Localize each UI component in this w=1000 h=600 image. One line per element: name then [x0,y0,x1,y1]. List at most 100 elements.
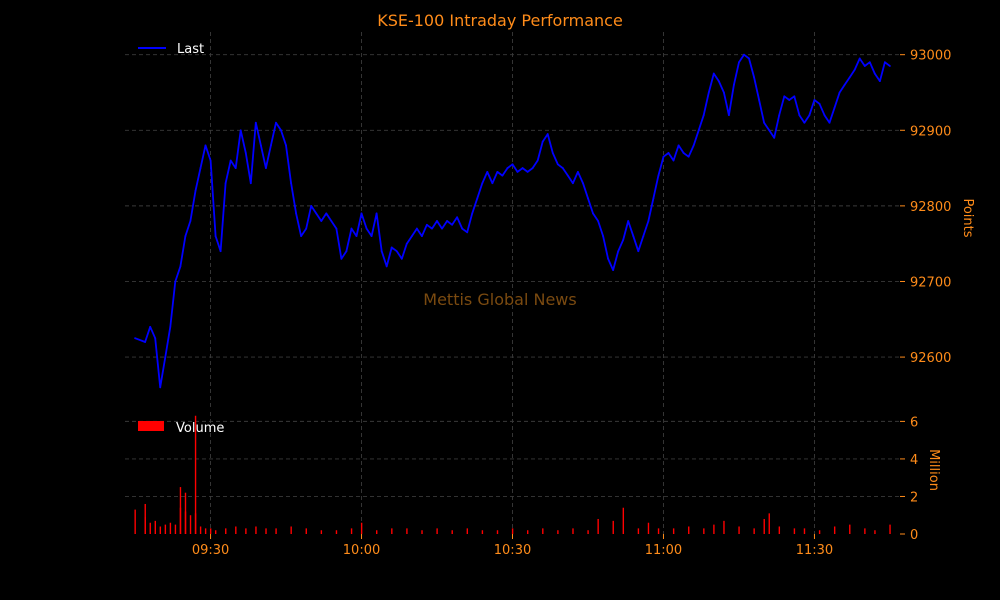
price-point [592,212,594,215]
price-point [405,242,408,245]
time-tick-label: 09:30 [192,543,229,558]
price-point [753,76,755,79]
price-point [491,182,494,185]
price-point [375,212,378,215]
volume-bar [542,528,544,534]
price-point [295,212,298,215]
price-point [169,325,172,328]
volume-bar [265,528,267,534]
price-point [249,182,252,185]
volume-bar [587,530,589,534]
volume-bar [768,513,770,534]
price-point [486,170,489,173]
price-point [159,386,162,389]
price-point [561,167,564,169]
price-point [672,159,675,162]
price-point [194,189,197,192]
price-point [697,129,700,132]
price-point [707,91,710,94]
price-point [838,91,841,94]
price-point [421,235,423,238]
price-point [682,152,685,154]
price-point [154,337,157,340]
price-point [395,250,398,253]
price-point [571,182,574,185]
price-point [833,106,836,109]
price-point [441,227,443,230]
volume-bar [194,415,197,534]
volume-bar [481,530,484,534]
volume-bar [713,524,715,534]
price-point [582,182,584,185]
price-point [793,95,796,98]
price-tick-label: 93000 [910,49,951,64]
volume-bar [612,520,614,534]
volume-bar [833,526,836,534]
price-point [627,220,630,222]
price-point [179,265,182,268]
price-point [280,129,282,132]
volume-bar [672,528,675,534]
volume-bar [657,528,660,534]
price-point [189,220,192,222]
price-point [360,212,363,215]
price-axis-label: Points [960,198,975,237]
price-point [677,144,680,147]
volume-bar [436,528,438,534]
price-point [722,91,725,94]
price-point [300,235,303,238]
price-point [290,182,292,185]
volume-bar [225,528,227,534]
volume-bar [320,530,323,534]
volume-bars [134,415,891,534]
chart-title: KSE-100 Intraday Performance [377,11,623,30]
volume-bar [360,522,363,534]
volume-bar [622,507,625,534]
price-point [149,325,152,328]
price-point [602,235,604,238]
price-point [778,114,781,117]
price-point [481,182,484,185]
price-point [466,231,469,234]
volume-bar [406,528,408,534]
price-point [717,80,720,83]
price-point [798,114,801,117]
volume-bar [189,515,192,534]
price-point [355,235,358,238]
price-ticks: 92600 92700 92800 92900 93000 [900,49,951,366]
volume-legend: Volume [138,421,224,436]
volume-bar [421,530,423,534]
volume-bar [184,492,187,534]
price-point [265,167,267,169]
volume-bar [174,524,177,534]
price-point [843,84,846,86]
volume-bar [723,520,725,534]
volume-bar [134,509,136,534]
time-tick-label: 11:00 [645,543,682,558]
volume-bar [144,503,146,534]
volume-bar [849,524,851,534]
price-point [325,212,328,215]
volume-bar [818,530,821,534]
price-point [365,227,368,230]
volume-ticks: 0 2 4 6 [900,415,918,543]
legend-bar-swatch [138,421,164,431]
volume-bar [335,530,338,534]
price-point [239,129,242,132]
volume-bar [159,526,162,534]
time-tick-label: 10:00 [343,543,380,558]
price-point [350,227,353,230]
price-point [813,99,816,101]
volume-bar [557,530,559,534]
volume-bar [597,518,599,534]
volume-bar [376,530,378,534]
price-point [763,121,766,124]
price-point [889,65,891,67]
volume-bar [874,530,876,534]
price-point [556,163,559,166]
volume-bar [149,522,151,534]
price-point [566,174,569,177]
volume-bar [864,528,866,534]
price-point [229,159,232,162]
